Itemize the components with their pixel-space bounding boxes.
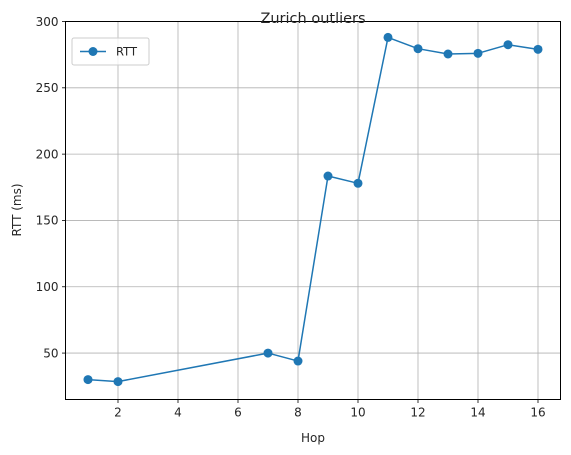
data-point: [323, 171, 333, 181]
data-point: [113, 377, 123, 387]
data-point: [83, 375, 93, 385]
x-tick-label: 10: [350, 406, 365, 420]
x-tick-label: 12: [410, 406, 425, 420]
x-axis-label: Hop: [301, 431, 325, 445]
y-tick-label: 300: [36, 15, 59, 29]
series-line-rtt: [87, 36, 539, 383]
x-tick-label: 6: [234, 406, 242, 420]
y-tick-label: 150: [36, 214, 59, 228]
plot-frame: [65, 21, 561, 400]
x-tick-label: 8: [294, 406, 302, 420]
y-tick-label: 100: [36, 280, 59, 294]
data-point: [443, 49, 453, 59]
series-layer: [83, 32, 543, 387]
chart-title: Zurich outliers: [260, 11, 365, 27]
data-point: [503, 40, 513, 50]
legend-label: RTT: [116, 45, 138, 59]
data-point: [533, 44, 543, 54]
legend-marker-swatch: [88, 47, 98, 56]
y-axis-label: RTT (ms): [10, 183, 24, 236]
y-tick-label: 50: [43, 346, 58, 360]
x-tick-label: 16: [530, 406, 545, 420]
legend: RTT: [71, 37, 150, 66]
x-tick-label: 2: [114, 406, 122, 420]
data-point: [413, 44, 423, 54]
x-tick-label: 4: [174, 406, 182, 420]
data-point: [263, 348, 273, 358]
y-tick-label: 250: [36, 81, 59, 95]
legend-box: [71, 37, 150, 66]
data-point: [473, 48, 483, 58]
data-point: [293, 356, 303, 366]
x-tick-label: 14: [470, 406, 485, 420]
data-point: [353, 178, 363, 188]
y-tick-label: 200: [36, 147, 59, 161]
axis-ticks: 2 4 6 8 10 12 14 16 50 100 150 200 250 300: [36, 15, 546, 420]
data-point: [383, 32, 393, 42]
